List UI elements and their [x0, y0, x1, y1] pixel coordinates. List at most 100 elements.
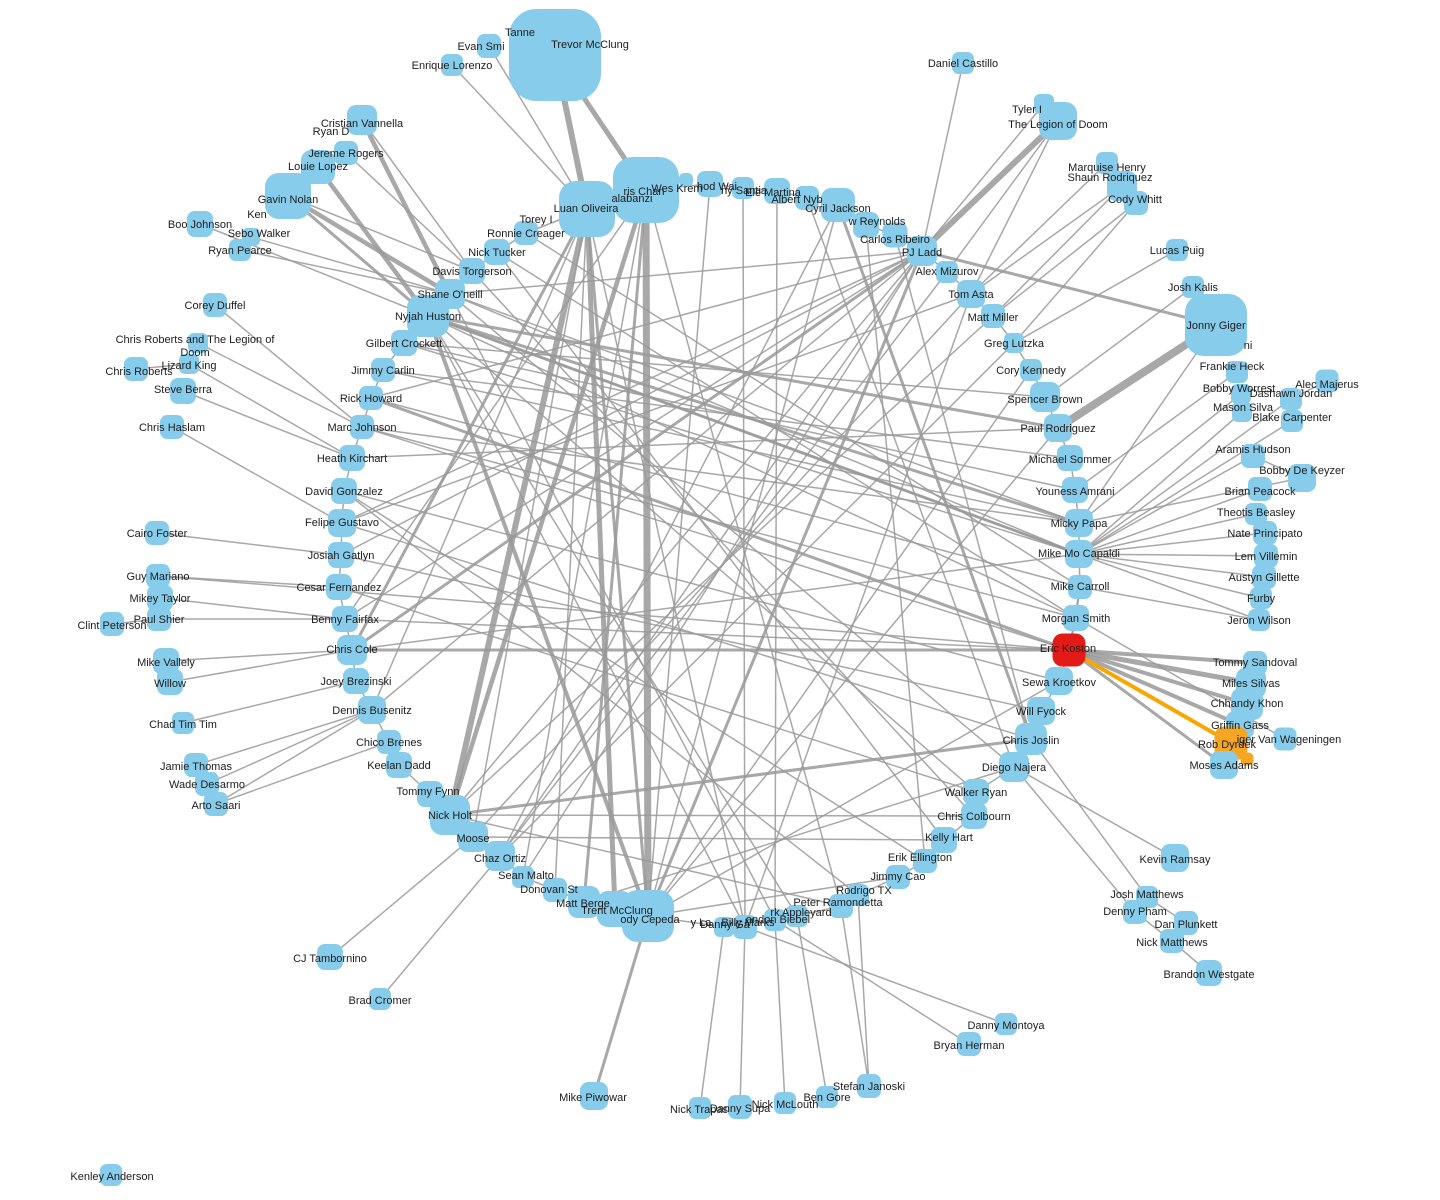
node-box[interactable]	[1160, 929, 1184, 953]
node-box[interactable]	[1248, 609, 1270, 631]
node-box[interactable]	[160, 415, 184, 439]
node-box[interactable]	[1068, 575, 1092, 599]
node-box[interactable]	[1232, 402, 1252, 422]
node-box[interactable]	[568, 886, 600, 918]
node-box[interactable]	[317, 944, 343, 970]
node-box[interactable]	[963, 779, 989, 805]
node-box[interactable]	[907, 236, 937, 266]
node-box[interactable]	[203, 293, 227, 317]
node-box[interactable]	[1057, 445, 1083, 471]
node-box[interactable]	[1248, 477, 1272, 501]
node-box[interactable]	[1196, 960, 1222, 986]
node-box[interactable]	[1065, 540, 1093, 568]
node-box[interactable]	[187, 211, 213, 237]
node-box[interactable]	[172, 712, 194, 734]
node-box[interactable]	[146, 564, 170, 588]
node-box[interactable]	[1185, 294, 1247, 356]
node-box[interactable]	[829, 894, 853, 918]
node-box[interactable]	[332, 606, 358, 632]
node-box[interactable]	[697, 171, 723, 197]
node-box[interactable]	[857, 1074, 881, 1098]
node-box[interactable]	[1253, 521, 1277, 545]
node-box[interactable]	[714, 917, 734, 937]
node-box[interactable]	[477, 34, 501, 58]
node-box[interactable]	[100, 1164, 122, 1186]
node-box[interactable]	[170, 378, 196, 404]
node-box[interactable]	[952, 52, 974, 74]
node-box[interactable]	[337, 635, 367, 665]
node-box[interactable]	[188, 333, 208, 353]
node-box[interactable]	[931, 827, 957, 853]
node-box[interactable]	[184, 753, 208, 777]
node-box[interactable]	[1096, 152, 1118, 174]
node-box[interactable]	[484, 239, 510, 265]
node-box[interactable]	[147, 607, 171, 631]
node-box[interactable]	[1161, 844, 1189, 872]
node-box[interactable]	[1315, 369, 1339, 393]
node-box[interactable]	[343, 668, 369, 694]
node-box[interactable]	[334, 141, 358, 165]
node-box[interactable]	[204, 792, 228, 816]
node-box[interactable]	[1288, 464, 1316, 492]
node-box[interactable]	[1062, 477, 1088, 503]
node-box[interactable]	[1044, 414, 1072, 442]
node-box[interactable]	[999, 752, 1029, 782]
node-box[interactable]	[1124, 191, 1148, 215]
node-box[interactable]	[543, 878, 567, 902]
node-box[interactable]	[347, 105, 377, 135]
node-box[interactable]	[124, 357, 148, 381]
node-box[interactable]	[821, 188, 855, 222]
node-box[interactable]	[1004, 333, 1024, 353]
node-box[interactable]	[1166, 239, 1188, 261]
node-box[interactable]	[1280, 388, 1302, 410]
node-box[interactable]	[100, 612, 124, 636]
node-box[interactable]	[786, 905, 808, 927]
node-box[interactable]	[995, 1013, 1017, 1035]
node-box[interactable]	[1030, 382, 1060, 412]
node-box[interactable]	[386, 752, 412, 778]
node-box[interactable]	[774, 1092, 796, 1114]
node-box[interactable]	[514, 221, 538, 245]
node-box[interactable]	[957, 280, 985, 308]
node-box[interactable]	[417, 781, 443, 807]
node-box[interactable]	[622, 890, 674, 942]
node-box[interactable]	[559, 181, 615, 237]
node-box[interactable]	[229, 239, 251, 261]
node-box[interactable]	[326, 574, 352, 600]
node-box[interactable]	[764, 909, 786, 931]
node-box[interactable]	[764, 178, 790, 204]
node-box[interactable]	[728, 1095, 752, 1119]
node-box[interactable]	[1273, 727, 1297, 751]
node-box[interactable]	[301, 150, 335, 184]
node-box[interactable]	[145, 521, 169, 545]
node-box[interactable]	[913, 849, 937, 873]
node-box[interactable]	[1063, 605, 1089, 631]
node-box[interactable]	[1226, 361, 1248, 383]
node-box[interactable]	[459, 258, 485, 284]
node-box[interactable]	[1240, 752, 1254, 766]
node-box[interactable]	[328, 509, 356, 537]
node-box[interactable]	[1123, 900, 1147, 924]
node-box[interactable]	[957, 1032, 981, 1056]
node-box[interactable]	[732, 177, 754, 199]
node-box[interactable]	[961, 803, 987, 829]
node-box[interactable]	[359, 386, 383, 410]
node-box[interactable]	[179, 354, 199, 374]
node-box[interactable]	[377, 730, 401, 754]
node-box[interactable]	[853, 212, 879, 238]
node-box[interactable]	[733, 915, 757, 939]
node-box[interactable]	[350, 415, 374, 439]
node-box[interactable]	[1231, 384, 1251, 404]
node-box[interactable]	[597, 891, 633, 927]
node-box[interactable]	[328, 542, 354, 568]
node-box[interactable]	[1052, 633, 1086, 667]
node-box[interactable]	[512, 866, 534, 888]
node-box[interactable]	[1245, 503, 1267, 525]
node-box[interactable]	[1174, 911, 1198, 935]
node-box[interactable]	[441, 54, 463, 76]
node-box[interactable]	[265, 173, 311, 219]
node-box[interactable]	[1252, 565, 1276, 589]
node-box[interactable]	[1210, 751, 1238, 779]
node-box[interactable]	[689, 1097, 711, 1119]
node-box[interactable]	[1182, 276, 1204, 298]
